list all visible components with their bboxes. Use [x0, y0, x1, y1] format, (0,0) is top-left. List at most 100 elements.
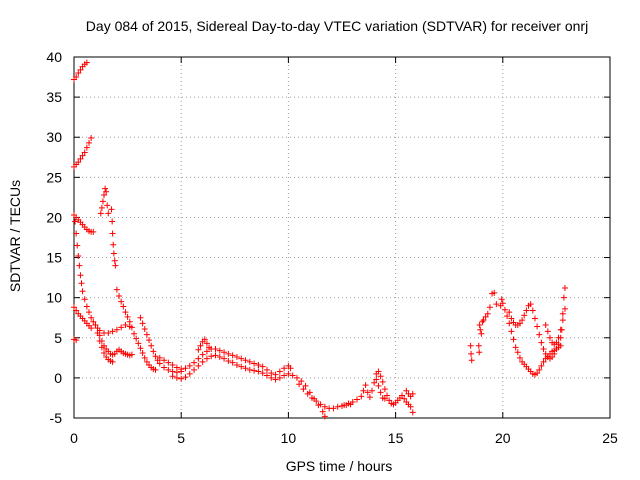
data-point: [499, 300, 506, 307]
data-point: [553, 346, 560, 353]
data-point: [110, 241, 117, 248]
data-point: [549, 354, 556, 361]
data-point: [504, 313, 511, 320]
data-point: [73, 74, 80, 81]
data-point: [313, 398, 320, 405]
data-point: [146, 337, 153, 344]
series-arc-e: [71, 304, 95, 332]
y-tick-label: -5: [50, 410, 63, 426]
series-arc-c: [71, 212, 97, 235]
data-point: [362, 382, 369, 389]
data-point: [96, 337, 103, 344]
data-point: [536, 366, 543, 373]
data-point: [133, 335, 140, 342]
data-point: [173, 364, 180, 371]
data-point: [199, 358, 206, 365]
series-arc-n: [169, 352, 270, 382]
data-point: [112, 262, 119, 269]
data-point: [407, 403, 414, 410]
data-point: [263, 366, 270, 373]
data-point: [259, 363, 266, 370]
data-point: [521, 312, 528, 319]
data-point: [118, 298, 125, 305]
data-point: [75, 252, 82, 259]
data-point: [482, 313, 489, 320]
data-point: [148, 342, 155, 349]
data-point: [104, 202, 111, 209]
data-point: [341, 402, 348, 409]
data-point: [544, 328, 551, 335]
data-point: [169, 362, 176, 369]
data-point: [512, 344, 519, 351]
data-point: [208, 353, 215, 360]
data-point: [246, 358, 253, 365]
data-point: [308, 394, 315, 401]
data-point: [77, 272, 84, 279]
data-point: [281, 365, 288, 372]
x-axis-label: GPS time / hours: [286, 458, 393, 474]
data-point: [161, 364, 168, 371]
data-point: [83, 303, 90, 310]
x-tick-label: 10: [281, 430, 297, 446]
data-point: [238, 363, 245, 370]
data-point: [102, 185, 109, 192]
data-point: [366, 394, 373, 401]
data-point: [137, 345, 144, 352]
data-point: [83, 59, 90, 66]
data-point: [559, 310, 566, 317]
data-point: [197, 342, 204, 349]
data-point: [109, 230, 116, 237]
data-point: [330, 405, 337, 412]
data-point: [141, 354, 148, 361]
data-point: [519, 317, 526, 324]
data-point: [212, 346, 219, 353]
data-point: [83, 144, 90, 151]
data-point: [77, 155, 84, 162]
data-point: [384, 392, 391, 399]
data-point: [287, 365, 294, 372]
data-point: [298, 378, 305, 385]
data-point: [120, 303, 127, 310]
data-point: [116, 293, 123, 300]
data-point: [88, 314, 95, 321]
y-tick-label: 35: [46, 89, 62, 105]
data-point: [377, 373, 384, 380]
data-point: [263, 372, 270, 379]
data-point: [409, 409, 416, 416]
series-arc-y: [506, 285, 568, 362]
data-point: [276, 374, 283, 381]
data-point: [480, 317, 487, 324]
data-point: [124, 313, 131, 320]
series-arc-j: [113, 286, 159, 373]
y-tick-label: 30: [46, 129, 62, 145]
data-point: [152, 366, 159, 373]
series-arc-w: [467, 289, 505, 364]
data-point: [498, 296, 505, 303]
data-point: [510, 336, 517, 343]
data-point: [113, 326, 120, 333]
data-point: [225, 350, 232, 357]
data-point: [143, 358, 150, 365]
data-point: [321, 403, 328, 410]
data-point: [101, 191, 108, 198]
series-arc-h: [97, 185, 112, 217]
data-point: [81, 149, 88, 156]
data-point: [110, 250, 117, 257]
data-point: [555, 334, 562, 341]
x-tick-label: 20: [495, 430, 511, 446]
data-point: [468, 350, 475, 357]
data-point: [560, 294, 567, 301]
data-point: [540, 358, 547, 365]
data-point: [135, 340, 142, 347]
data-point: [88, 135, 95, 142]
data-point: [377, 389, 384, 396]
data-point: [553, 339, 560, 346]
y-tick-label: 10: [46, 290, 62, 306]
y-tick-label: 15: [46, 250, 62, 266]
series-arc-d: [72, 218, 133, 336]
data-point: [206, 344, 213, 351]
data-point: [386, 397, 393, 404]
data-point: [345, 400, 352, 407]
data-point: [302, 382, 309, 389]
